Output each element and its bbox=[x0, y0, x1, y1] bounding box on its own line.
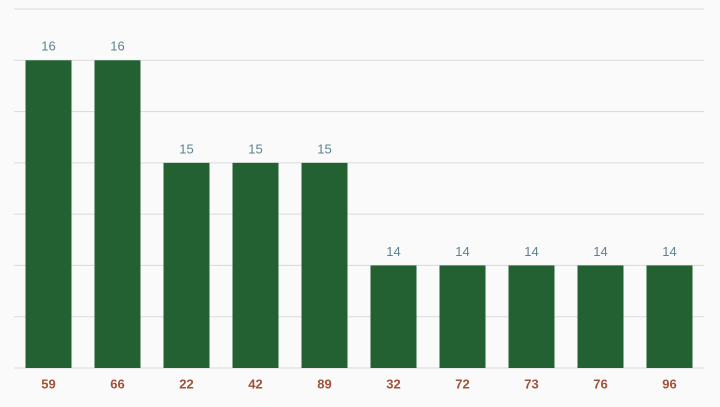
bar bbox=[439, 265, 486, 368]
value-label: 14 bbox=[593, 244, 607, 259]
bar bbox=[646, 265, 693, 368]
value-label: 14 bbox=[386, 244, 400, 259]
x-tick-label: 22 bbox=[179, 376, 193, 391]
bar bbox=[163, 162, 210, 368]
x-tick-label: 72 bbox=[455, 376, 469, 391]
x-tick-label: 73 bbox=[524, 376, 538, 391]
value-label: 16 bbox=[110, 39, 124, 54]
bar bbox=[232, 162, 279, 368]
value-label: 15 bbox=[179, 141, 193, 156]
bar bbox=[370, 265, 417, 368]
x-tick-label: 96 bbox=[662, 376, 676, 391]
bar bbox=[301, 162, 348, 368]
value-label: 14 bbox=[662, 244, 676, 259]
bar bbox=[25, 60, 72, 369]
value-label: 15 bbox=[317, 141, 331, 156]
x-tick-label: 66 bbox=[110, 376, 124, 391]
bar bbox=[94, 60, 141, 369]
x-tick-label: 32 bbox=[386, 376, 400, 391]
value-label: 14 bbox=[455, 244, 469, 259]
x-tick-label: 76 bbox=[593, 376, 607, 391]
value-label: 16 bbox=[41, 39, 55, 54]
x-tick-label: 59 bbox=[41, 376, 55, 391]
x-tick-label: 42 bbox=[248, 376, 262, 391]
value-label: 14 bbox=[524, 244, 538, 259]
bar bbox=[508, 265, 555, 368]
x-tick-label: 89 bbox=[317, 376, 331, 391]
value-label: 15 bbox=[248, 141, 262, 156]
bar bbox=[577, 265, 624, 368]
